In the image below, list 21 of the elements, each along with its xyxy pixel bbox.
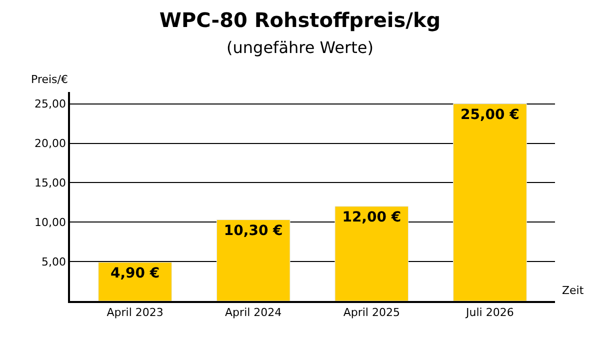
y-tick-label: 10,00 <box>34 216 66 229</box>
x-tick-label: April 2024 <box>225 306 282 319</box>
data-label: 25,00 € <box>460 106 520 123</box>
y-tick-label: 20,00 <box>34 137 66 150</box>
bar <box>334 206 409 301</box>
x-tick-label: Juli 2026 <box>465 306 514 319</box>
y-tick-label: 25,00 <box>34 98 66 111</box>
x-tick-label: April 2023 <box>106 306 164 319</box>
x-axis-title: Zeit <box>562 284 584 297</box>
y-tick-label: 15,00 <box>34 176 66 190</box>
data-label: 12,00 € <box>342 209 402 226</box>
bar <box>98 262 172 301</box>
y-axis-title: Preis/€ <box>31 73 68 86</box>
x-tick-label: April 2025 <box>343 306 400 319</box>
chart-title: WPC-80 Rohstoffpreis/kg <box>159 8 441 32</box>
chart-subtitle: (ungefähre Werte) <box>226 38 374 57</box>
bar <box>453 104 527 301</box>
bar <box>216 220 290 301</box>
data-label: 4,90 € <box>110 265 160 282</box>
y-tick-label: 5,00 <box>42 255 66 268</box>
data-label: 10,30 € <box>224 222 283 239</box>
